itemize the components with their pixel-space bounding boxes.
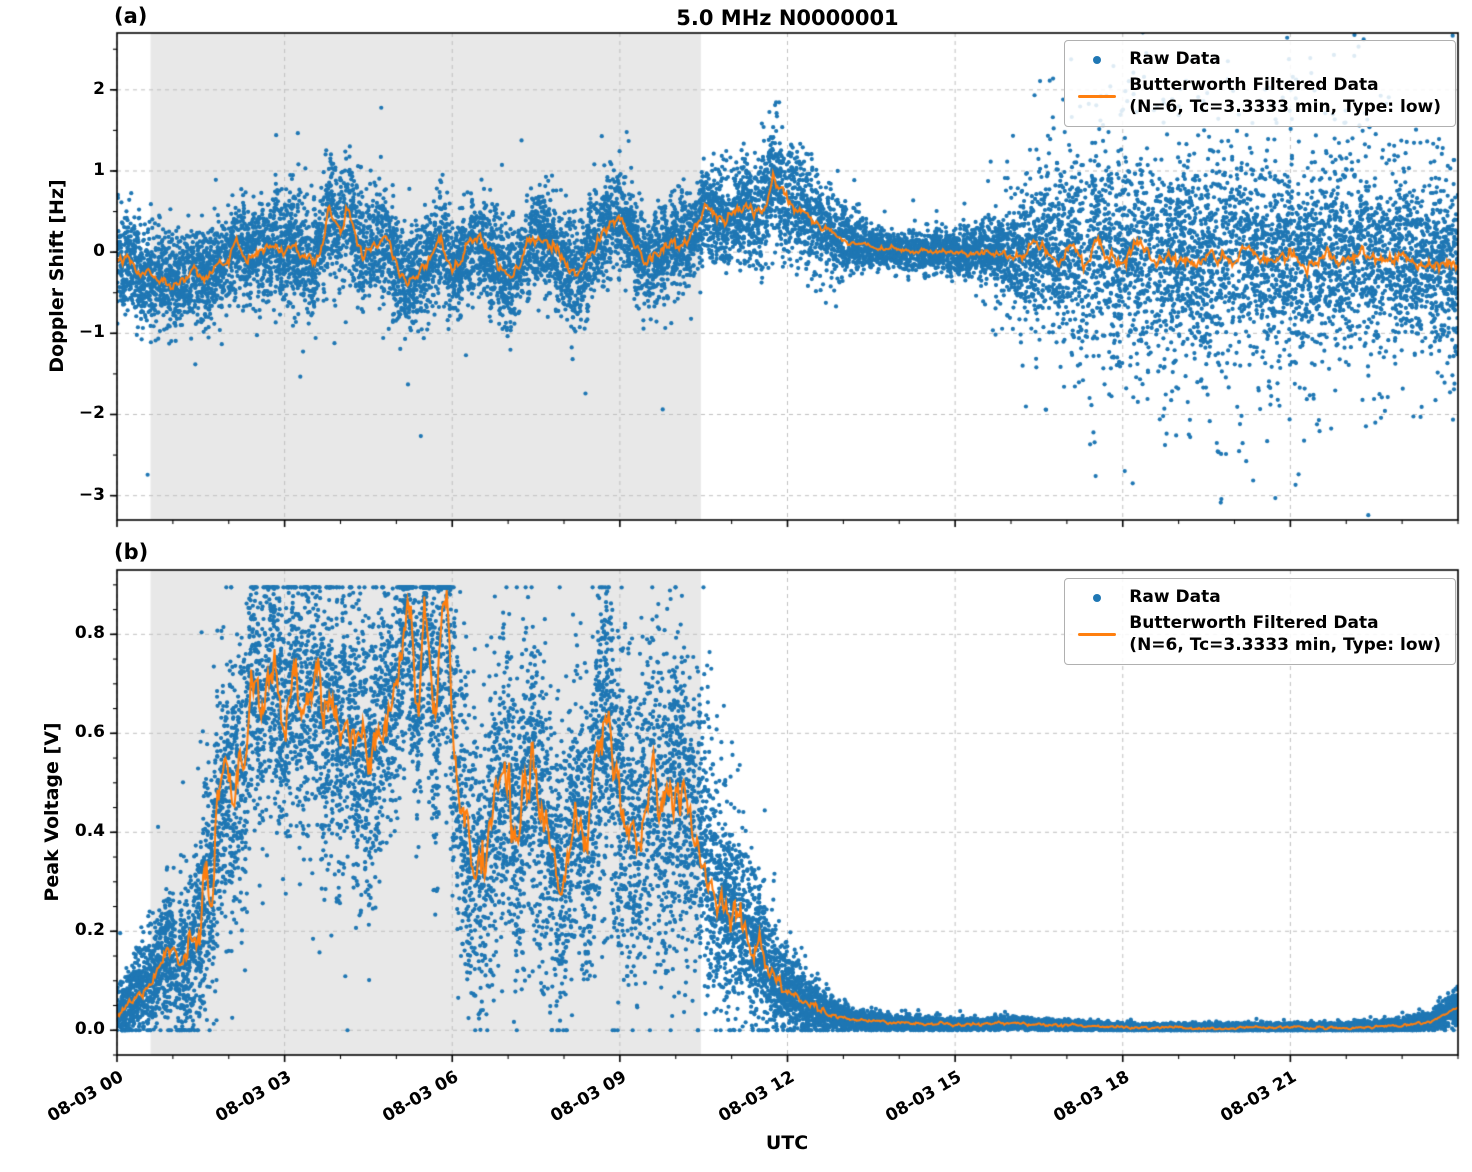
panel-a-ytick-label: −1 — [78, 322, 105, 343]
panel-b-ytick-label: 0.8 — [74, 623, 105, 644]
legend-filtered-label: Butterworth Filtered Data (N=6, Tc=3.333… — [1129, 613, 1441, 656]
panel-a-ytick-label: 2 — [93, 78, 105, 99]
legend-raw-label: Raw Data — [1129, 587, 1221, 607]
raw-data-marker-icon — [1075, 593, 1119, 602]
legend-entry-filtered: Butterworth Filtered Data (N=6, Tc=3.333… — [1075, 613, 1441, 656]
legend-entry-filtered: Butterworth Filtered Data (N=6, Tc=3.333… — [1075, 75, 1441, 118]
panel-b-y-axis-label: Peak Voltage [V] — [41, 722, 63, 902]
panel-b-ytick-label: 0.2 — [74, 920, 105, 941]
legend-panel-a: Raw Data Butterworth Filtered Data (N=6,… — [1064, 40, 1456, 127]
panel-a-ytick-label: −3 — [78, 484, 105, 505]
panel-b-ytick-label: 0.4 — [74, 821, 105, 842]
panel-a-y-axis-label: Doppler Shift [Hz] — [46, 179, 68, 373]
filtered-line-marker-icon — [1075, 95, 1119, 98]
legend-entry-raw: Raw Data — [1075, 587, 1441, 608]
panel-b-ytick-label: 0.6 — [74, 722, 105, 743]
panel-a-ytick-label: −2 — [78, 403, 105, 424]
filtered-line-marker-icon — [1075, 633, 1119, 636]
legend-filtered-label-line2: (N=6, Tc=3.3333 min, Type: low) — [1129, 96, 1441, 117]
legend-entry-raw: Raw Data — [1075, 49, 1441, 70]
raw-data-marker-icon — [1075, 55, 1119, 64]
x-axis-label: UTC — [765, 1132, 809, 1154]
panel-a-ytick-label: 1 — [93, 159, 105, 180]
legend-raw-label: Raw Data — [1129, 49, 1221, 69]
figure-title: 5.0 MHz N0000001 — [676, 6, 899, 30]
panel-a-label: (a) — [114, 4, 148, 28]
panel-a-ytick-label: 0 — [93, 241, 105, 262]
legend-filtered-label: Butterworth Filtered Data (N=6, Tc=3.333… — [1129, 75, 1441, 118]
legend-panel-b: Raw Data Butterworth Filtered Data (N=6,… — [1064, 578, 1456, 665]
panel-b-ytick-label: 0.0 — [74, 1019, 105, 1040]
legend-filtered-label-line2: (N=6, Tc=3.3333 min, Type: low) — [1129, 634, 1441, 655]
panel-b-label: (b) — [114, 540, 149, 564]
legend-filtered-label-line1: Butterworth Filtered Data — [1129, 613, 1379, 634]
legend-filtered-label-line1: Butterworth Filtered Data — [1129, 75, 1379, 96]
